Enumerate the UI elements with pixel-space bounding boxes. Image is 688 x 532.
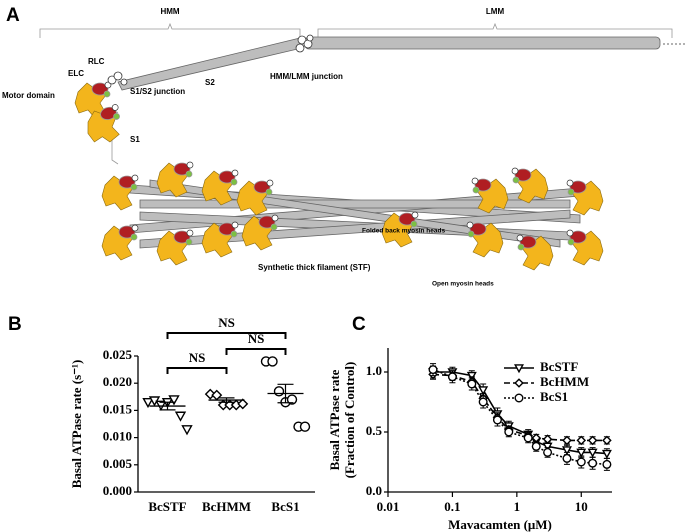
label: RLC — [88, 57, 105, 66]
panel-label: C — [352, 314, 366, 335]
marker — [267, 356, 278, 367]
marker — [142, 397, 154, 409]
y-axis-label: Basal ATPase rate (s⁻¹) — [69, 360, 84, 489]
panel-label: B — [8, 314, 22, 335]
marker — [514, 364, 524, 374]
x-tick-label: 0.01 — [377, 499, 400, 514]
y-tick-label: 0.005 — [103, 456, 133, 471]
marker — [286, 394, 298, 405]
significance-bracket — [225, 348, 287, 355]
marker — [562, 453, 572, 463]
marker — [447, 372, 457, 382]
thick-filament — [129, 179, 581, 249]
marker — [467, 379, 477, 389]
label: HMM/LMM junction — [270, 72, 343, 81]
marker — [168, 395, 180, 406]
marker — [602, 459, 612, 469]
marker — [587, 435, 598, 446]
error-bar — [218, 397, 235, 403]
marker — [543, 447, 553, 457]
y-tick-label: 0.010 — [103, 429, 132, 444]
significance-bracket — [166, 332, 287, 339]
error-bar — [277, 383, 294, 404]
marker — [561, 446, 572, 456]
x-tick-label: 1 — [514, 499, 521, 514]
y-axis-label: (Fraction of Control) — [342, 362, 357, 479]
y-tick-label: 0.015 — [103, 401, 133, 416]
bracket — [39, 22, 301, 38]
legend-label: BcSTF — [540, 359, 578, 374]
label: S2 — [205, 78, 215, 87]
marker — [492, 415, 502, 425]
significance-label: NS — [189, 350, 206, 365]
marker — [602, 435, 612, 446]
label: Open myosin heads — [432, 281, 494, 288]
marker — [576, 457, 586, 467]
y-tick-label: 0.5 — [366, 423, 383, 438]
marker — [466, 371, 477, 381]
label: LMM — [486, 7, 505, 16]
marker — [587, 448, 598, 458]
marker — [428, 365, 438, 375]
marker — [523, 433, 533, 443]
myosin-diagram — [39, 22, 685, 271]
significance-label: NS — [248, 331, 265, 346]
x-tick-label: BcSTF — [148, 499, 186, 514]
y-axis-label: Basal ATPase rate — [327, 369, 342, 470]
x-tick-label: BcHMM — [202, 499, 251, 514]
marker — [478, 386, 489, 396]
significance-bracket — [166, 367, 228, 374]
bracket — [317, 22, 673, 38]
junction — [295, 34, 314, 53]
marker — [273, 386, 285, 397]
label: Motor domain — [2, 91, 55, 100]
marker — [174, 411, 187, 422]
legend-label: BcHMM — [540, 374, 589, 389]
marker — [601, 449, 612, 459]
marker — [299, 421, 311, 432]
y-tick-label: 0.020 — [103, 374, 132, 389]
rod — [304, 36, 661, 50]
marker — [588, 458, 598, 468]
marker — [542, 434, 553, 444]
marker — [514, 393, 524, 403]
marker — [514, 378, 524, 388]
label: S1 — [130, 135, 140, 144]
marker — [562, 435, 572, 446]
panel-label: A — [6, 5, 20, 26]
marker — [576, 435, 587, 446]
marker — [181, 425, 193, 436]
marker — [478, 397, 488, 407]
x-tick-label: 0.1 — [444, 499, 460, 514]
legend-label: BcS1 — [540, 389, 568, 404]
error-bar — [159, 401, 176, 411]
x-tick-label: BcS1 — [271, 499, 299, 514]
y-tick-label: 1.0 — [366, 363, 382, 378]
y-tick-label: 0.000 — [103, 483, 132, 498]
label: Synthetic thick filament (STF) — [258, 263, 371, 272]
y-tick-label: 0.0 — [366, 483, 382, 498]
marker — [237, 398, 249, 410]
label: HMM — [160, 7, 179, 16]
label: S1/S2 junction — [130, 87, 185, 96]
light-chains — [107, 71, 128, 86]
marker — [576, 448, 587, 458]
x-axis-label: Mavacamten (μM) — [448, 517, 552, 532]
marker — [504, 427, 514, 437]
label: ELC — [68, 69, 84, 78]
marker — [531, 441, 541, 451]
label: Folded back myosin heads — [362, 228, 445, 235]
y-tick-label: 0.025 — [103, 347, 133, 362]
x-tick-label: 10 — [575, 499, 588, 514]
significance-label: NS — [218, 315, 235, 330]
